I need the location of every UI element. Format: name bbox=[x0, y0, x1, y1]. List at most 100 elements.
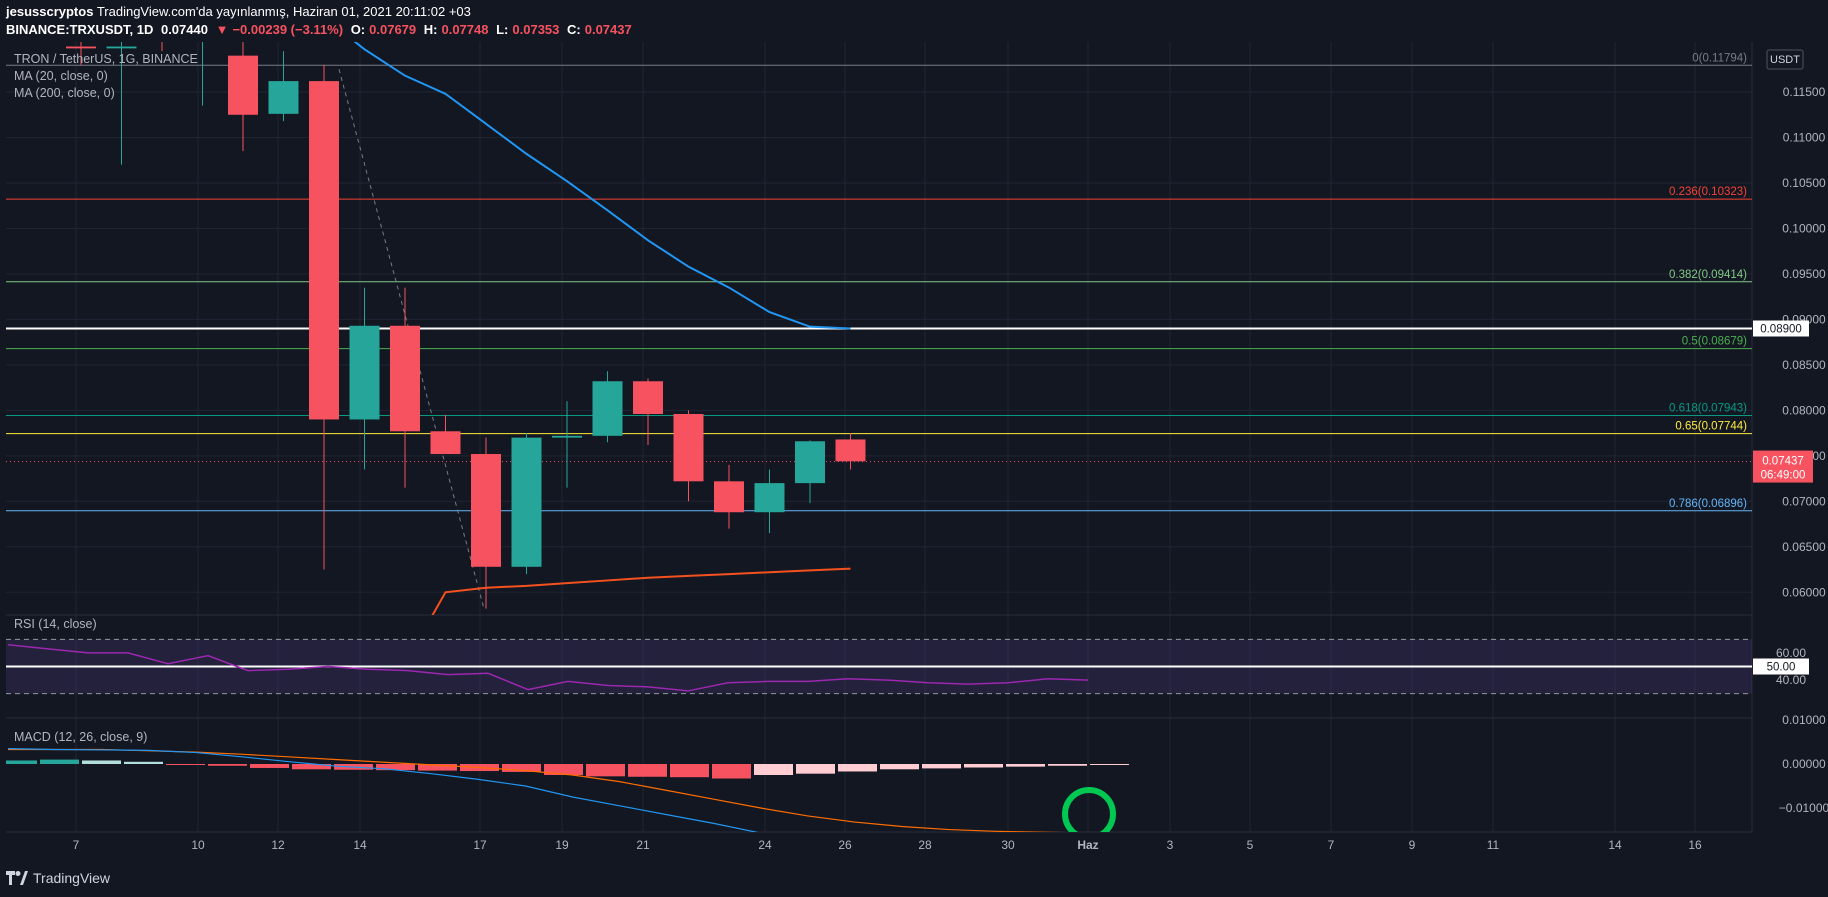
crossover-circle-marker bbox=[1062, 787, 1116, 832]
candle-down bbox=[309, 81, 339, 420]
candle-up bbox=[511, 437, 542, 567]
macd-histogram-bar bbox=[838, 764, 877, 772]
candle-down bbox=[673, 413, 704, 482]
open-label: O: bbox=[350, 22, 366, 37]
legend-rsi[interactable]: RSI (14, close) bbox=[14, 617, 97, 631]
candle-down bbox=[390, 325, 420, 432]
fib-label: 0.65(0.07744) bbox=[1675, 421, 1747, 433]
tradingview-logo[interactable]: TradingView bbox=[6, 870, 110, 886]
candle-up bbox=[754, 483, 785, 513]
publish-info: jesusscryptos TradingView.com'da yayınla… bbox=[6, 4, 471, 19]
macd-histogram-bar bbox=[712, 764, 751, 779]
rsi-tick-label: 40.00 bbox=[1776, 673, 1806, 687]
legend-macd[interactable]: MACD (12, 26, close, 9) bbox=[14, 730, 148, 744]
currency-badge bbox=[1766, 49, 1804, 70]
time-tick-label: 7 bbox=[1328, 838, 1335, 852]
candle-up bbox=[268, 81, 299, 114]
symbol-label: BINANCE:TRXUSDT, 1D bbox=[6, 22, 154, 37]
time-tick-label: 16 bbox=[1688, 838, 1702, 852]
macd-histogram-bar bbox=[964, 764, 1003, 768]
candle-down bbox=[66, 46, 96, 49]
countdown-label: 06:49:00 bbox=[1761, 470, 1806, 482]
macd-histogram-bar bbox=[1090, 764, 1129, 765]
horizontal-line-label: 0.08900 bbox=[1760, 324, 1802, 336]
price-tick-label: 0.06500 bbox=[1782, 540, 1826, 554]
macd-histogram-bar bbox=[166, 764, 205, 765]
macd-histogram-bar bbox=[586, 764, 625, 777]
price-tick-label: 0.08000 bbox=[1782, 403, 1826, 417]
time-tick-label: 14 bbox=[353, 838, 367, 852]
fib-label: 0.5(0.08679) bbox=[1682, 336, 1747, 348]
time-axis: 7 10 12 14 17 19 21 24 26 28 30 Haz 3 5 7 9 11 14 16 bbox=[73, 838, 1702, 852]
last-price-badge bbox=[1753, 450, 1813, 483]
macd-histogram-bar bbox=[250, 764, 289, 768]
fib-label: 0.786(0.06896) bbox=[1669, 498, 1747, 510]
macd-pane bbox=[6, 748, 1129, 832]
fib-trendline bbox=[338, 69, 485, 609]
fib-label: 0(0.11794) bbox=[1692, 52, 1747, 64]
ma20-line bbox=[353, 42, 851, 330]
legend-ma200[interactable]: MA (200, close, 0) bbox=[14, 86, 115, 100]
legend-title[interactable]: TRON / TetherUS, 1G, BINANCE bbox=[14, 52, 198, 66]
macd-line bbox=[7, 748, 759, 832]
candle-up bbox=[349, 325, 380, 420]
macd-histogram-bar bbox=[418, 764, 457, 771]
macd-histogram-bar bbox=[922, 764, 961, 769]
time-tick-label: 26 bbox=[838, 838, 852, 852]
low-label: L: bbox=[496, 22, 509, 37]
high-label: H: bbox=[423, 22, 438, 37]
ma200-line bbox=[431, 567, 851, 615]
time-tick-label: 7 bbox=[73, 838, 80, 852]
macd-histogram-bar bbox=[670, 764, 709, 778]
price-tick-label: 0.10000 bbox=[1782, 221, 1826, 235]
rsi-tick-label: 60.00 bbox=[1776, 646, 1806, 660]
macd-histogram-bar bbox=[208, 764, 247, 766]
candle-down bbox=[633, 381, 663, 414]
macd-histogram-bar bbox=[1006, 764, 1045, 767]
price-tick-label: 0.10500 bbox=[1782, 176, 1826, 190]
time-tick-label: 9 bbox=[1409, 838, 1416, 852]
rsi-line bbox=[7, 644, 1089, 692]
price-change: −0.00239 (−3.11%) bbox=[232, 22, 344, 37]
price-axis: 0.115000.110000.105000.100000.095000.090… bbox=[1753, 49, 1826, 599]
legend-ma20[interactable]: MA (20, close, 0) bbox=[14, 69, 108, 83]
price-tick-label: 0.06000 bbox=[1782, 585, 1826, 599]
macd-tick-label: 0.01000 bbox=[1782, 713, 1826, 727]
time-tick-label: 21 bbox=[636, 838, 650, 852]
macd-histogram-bar bbox=[292, 764, 331, 770]
macd-histogram-bar bbox=[82, 760, 121, 764]
price-tick-label: 0.08500 bbox=[1782, 358, 1826, 372]
close-label: C: bbox=[567, 22, 581, 37]
author-name[interactable]: jesusscryptos bbox=[6, 4, 94, 19]
price-tick-label: 0.11000 bbox=[1783, 131, 1826, 145]
macd-histogram-bar bbox=[544, 764, 583, 775]
high-value: 0.07748 bbox=[441, 22, 489, 37]
open-value: 0.07679 bbox=[369, 22, 417, 37]
candle-up bbox=[552, 435, 582, 438]
candle-down bbox=[471, 454, 501, 567]
grid-lines bbox=[6, 42, 1753, 833]
price-tick-label: 0.07000 bbox=[1782, 494, 1826, 508]
candle-up bbox=[106, 46, 137, 49]
candle-down bbox=[714, 481, 744, 513]
macd-tick-label: 0.00000 bbox=[1782, 757, 1826, 771]
macd-histogram-bar bbox=[6, 760, 37, 764]
change-down-icon: ▼ bbox=[215, 22, 229, 37]
candle-down bbox=[430, 431, 461, 455]
tradingview-icon bbox=[6, 871, 28, 885]
macd-histogram-bar bbox=[40, 759, 79, 764]
footer-bar bbox=[0, 864, 1828, 897]
fib-label: 0.382(0.09414) bbox=[1669, 269, 1747, 281]
time-tick-label: 10 bbox=[191, 838, 205, 852]
time-tick-label: 24 bbox=[758, 838, 772, 852]
macd-histogram-bar bbox=[502, 764, 541, 772]
last-price: 0.07440 bbox=[160, 22, 208, 37]
time-tick-label: 11 bbox=[1487, 838, 1500, 852]
last-price-label: 0.07437 bbox=[1762, 456, 1804, 468]
macd-histogram-bar bbox=[376, 764, 415, 771]
time-tick-label: 17 bbox=[473, 838, 487, 852]
tradingview-brand: TradingView bbox=[33, 870, 111, 886]
macd-histogram-bar bbox=[880, 764, 919, 770]
